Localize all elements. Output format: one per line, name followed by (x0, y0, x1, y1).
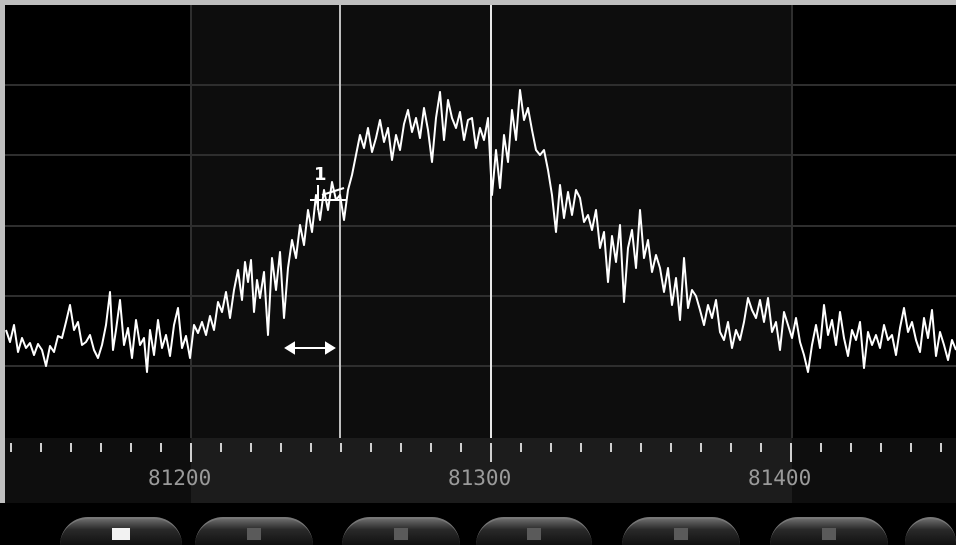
control-button-3[interactable] (342, 517, 460, 545)
button-notch-icon (247, 528, 261, 540)
button-notch-icon (822, 528, 836, 540)
control-button-1[interactable] (60, 517, 182, 545)
marker-symbol (310, 185, 346, 210)
button-notch-icon (112, 528, 130, 540)
spectrum-trace (5, 89, 956, 373)
button-notch-icon (394, 528, 408, 540)
frame-border-left (0, 0, 5, 537)
frequency-ticks (10, 443, 942, 462)
marker-1[interactable]: 1 (310, 164, 346, 210)
control-button-7[interactable] (905, 517, 956, 545)
width-drag-arrow-icon[interactable] (284, 341, 336, 355)
freq-label-81300: 81300 (448, 466, 511, 490)
control-button-2[interactable] (195, 517, 313, 545)
button-notch-icon (674, 528, 688, 540)
control-button-4[interactable] (476, 517, 592, 545)
freq-label-81400: 81400 (748, 466, 811, 490)
grid-lines (5, 84, 956, 367)
vertical-grid-lines (190, 5, 793, 438)
control-button-5[interactable] (622, 517, 740, 545)
freq-label-81200: 81200 (148, 466, 211, 490)
control-button-6[interactable] (770, 517, 888, 545)
button-notch-icon (527, 528, 541, 540)
marker-label: 1 (314, 164, 327, 185)
control-bar (0, 503, 956, 545)
frame-border-top (0, 0, 956, 5)
